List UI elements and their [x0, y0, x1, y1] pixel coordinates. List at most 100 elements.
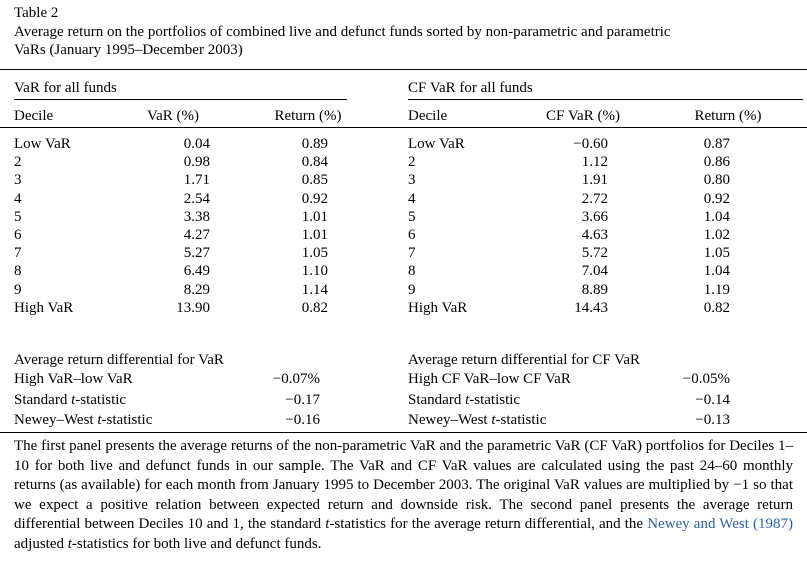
right-row-decile-cell: 4: [408, 190, 416, 207]
diff-label-suffix: -statistic: [469, 391, 521, 408]
right-row-return-cell: 1.02: [703, 227, 730, 243]
left-row-return-cell: 0.85: [301, 172, 328, 189]
left-diff-value: −0.07%: [272, 371, 320, 387]
left-row-return-cell: 0.89: [301, 136, 328, 152]
left-row-var-cell: 1.71: [183, 172, 210, 189]
right-row-decile-cell: 7: [408, 245, 416, 262]
diff-label-suffix: -statistic: [101, 412, 153, 428]
right-row-var-cell: 1.12: [581, 154, 608, 171]
table-label: Table 2: [14, 5, 59, 21]
diff-label-text: Newey–West: [14, 412, 98, 428]
right-diff-label: Newey–West t-statistic: [408, 411, 546, 429]
right-row-var-cell: 14.43: [574, 299, 608, 316]
right-diff-label: Standard t-statistic: [408, 391, 520, 409]
left-row-var-cell: 0.04: [183, 136, 210, 152]
note-t-1: t: [325, 516, 330, 533]
left-row-decile-cell: 8: [14, 263, 22, 280]
right-row-var-cell: 5.72: [581, 245, 608, 262]
right-row-var-cell: 1.91: [581, 172, 608, 189]
diff-label-text: High CF VaR–low CF VaR: [408, 371, 571, 387]
left-row-var-cell: 5.27: [183, 245, 210, 262]
left-row-var-cell: 8.29: [183, 281, 210, 298]
diff-label-italic: t: [97, 412, 102, 428]
right-panel-title: CF VaR for all funds: [408, 80, 533, 96]
left-row-decile-cell: 9: [14, 281, 22, 298]
right-row-return-cell: 1.04: [703, 263, 730, 280]
left-row-return-cell: 1.14: [301, 281, 328, 298]
right-row-return-cell: 0.82: [703, 299, 730, 316]
diff-label-italic: t: [491, 412, 496, 428]
left-row-return-cell: 1.05: [301, 245, 328, 262]
right-header-decile: Decile: [408, 108, 448, 124]
right-row-var-cell: 8.89: [581, 281, 608, 298]
left-row-decile-cell: 3: [14, 172, 22, 189]
left-row-return-cell: 1.10: [301, 263, 328, 280]
diff-label-text: Standard: [408, 391, 466, 408]
table-caption-line1: Average return on the portfolios of comb…: [14, 24, 671, 40]
right-row-return-cell: 0.87: [703, 136, 730, 152]
right-diff-label: High CF VaR–low CF VaR: [408, 370, 571, 388]
left-diff-title: Average return differential for VaR: [14, 352, 224, 368]
left-diff-value: −0.16: [285, 412, 320, 428]
left-row-decile-cell: Low VaR: [14, 136, 71, 152]
top-rule: [0, 69, 807, 70]
bottom-rule: [0, 432, 807, 433]
header-rule: [0, 127, 807, 128]
left-row-return-cell: 0.82: [301, 299, 328, 316]
left-row-decile-cell: 7: [14, 245, 22, 262]
left-diff-label: High VaR–low VaR: [14, 370, 133, 388]
note-text-2: -statistics for the average return diffe…: [329, 516, 648, 533]
diff-label-text: Standard: [14, 391, 72, 408]
right-row-var-cell: 2.72: [581, 190, 608, 207]
right-row-decile-cell: 8: [408, 263, 416, 280]
left-row-var-cell: 3.38: [183, 208, 210, 225]
right-diff-value: −0.14: [695, 391, 730, 408]
right-row-var-cell: −0.60: [573, 136, 608, 152]
note-text-3: adjusted: [14, 535, 68, 552]
table-note: The first panel presents the average ret…: [14, 437, 793, 555]
left-panel-title: VaR for all funds: [14, 80, 117, 96]
left-header-var: VaR (%): [146, 108, 200, 124]
newey-west-citation-link[interactable]: Newey and West (1987): [647, 516, 793, 533]
diff-label-text: Newey–West: [408, 412, 492, 428]
diff-label-suffix: -statistic: [75, 391, 127, 408]
right-panel-rule: [408, 99, 803, 100]
left-row-var-cell: 6.49: [183, 263, 210, 280]
right-row-decile-cell: 3: [408, 172, 416, 189]
left-row-var-cell: 4.27: [183, 227, 210, 243]
right-header-cfvar: CF VaR (%): [546, 108, 620, 124]
right-row-return-cell: 1.19: [703, 281, 730, 298]
left-row-var-cell: 2.54: [183, 190, 210, 207]
right-row-return-cell: 1.04: [703, 208, 730, 225]
left-row-decile-cell: High VaR: [14, 299, 74, 316]
note-text-1: The first panel presents the average ret…: [14, 438, 793, 533]
diff-label-text: High VaR–low VaR: [14, 371, 133, 387]
note-t-2: t: [67, 535, 72, 552]
left-row-decile-cell: 4: [14, 190, 22, 207]
right-row-decile-cell: Low VaR: [408, 136, 465, 152]
right-diff-value: −0.13: [695, 412, 730, 428]
left-row-return-cell: 1.01: [301, 227, 328, 243]
right-row-decile-cell: 6: [408, 227, 416, 243]
left-row-decile-cell: 6: [14, 227, 22, 243]
left-diff-label: Standard t-statistic: [14, 391, 126, 409]
right-diff-title: Average return differential for CF VaR: [408, 352, 641, 368]
table-caption-line2: VaRs (January 1995–December 2003): [14, 42, 243, 58]
left-row-decile-cell: 5: [14, 208, 22, 225]
left-row-return-cell: 0.84: [301, 154, 328, 171]
right-row-decile-cell: 5: [408, 208, 416, 225]
left-row-var-cell: 0.98: [183, 154, 210, 171]
right-row-decile-cell: 9: [408, 281, 416, 298]
right-header-return: Return (%): [694, 108, 762, 124]
diff-label-suffix: -statistic: [495, 412, 547, 428]
diff-label-italic: t: [71, 391, 76, 408]
left-row-decile-cell: 2: [14, 154, 22, 171]
left-panel-rule: [14, 99, 347, 100]
note-text-4: -statistics for both live and defunct fu…: [71, 535, 322, 552]
right-row-return-cell: 1.05: [703, 245, 730, 262]
left-row-return-cell: 0.92: [301, 190, 328, 207]
left-row-return-cell: 1.01: [301, 208, 328, 225]
right-row-return-cell: 0.92: [703, 190, 730, 207]
right-row-var-cell: 4.63: [581, 227, 608, 243]
left-diff-value: −0.17: [285, 391, 320, 408]
